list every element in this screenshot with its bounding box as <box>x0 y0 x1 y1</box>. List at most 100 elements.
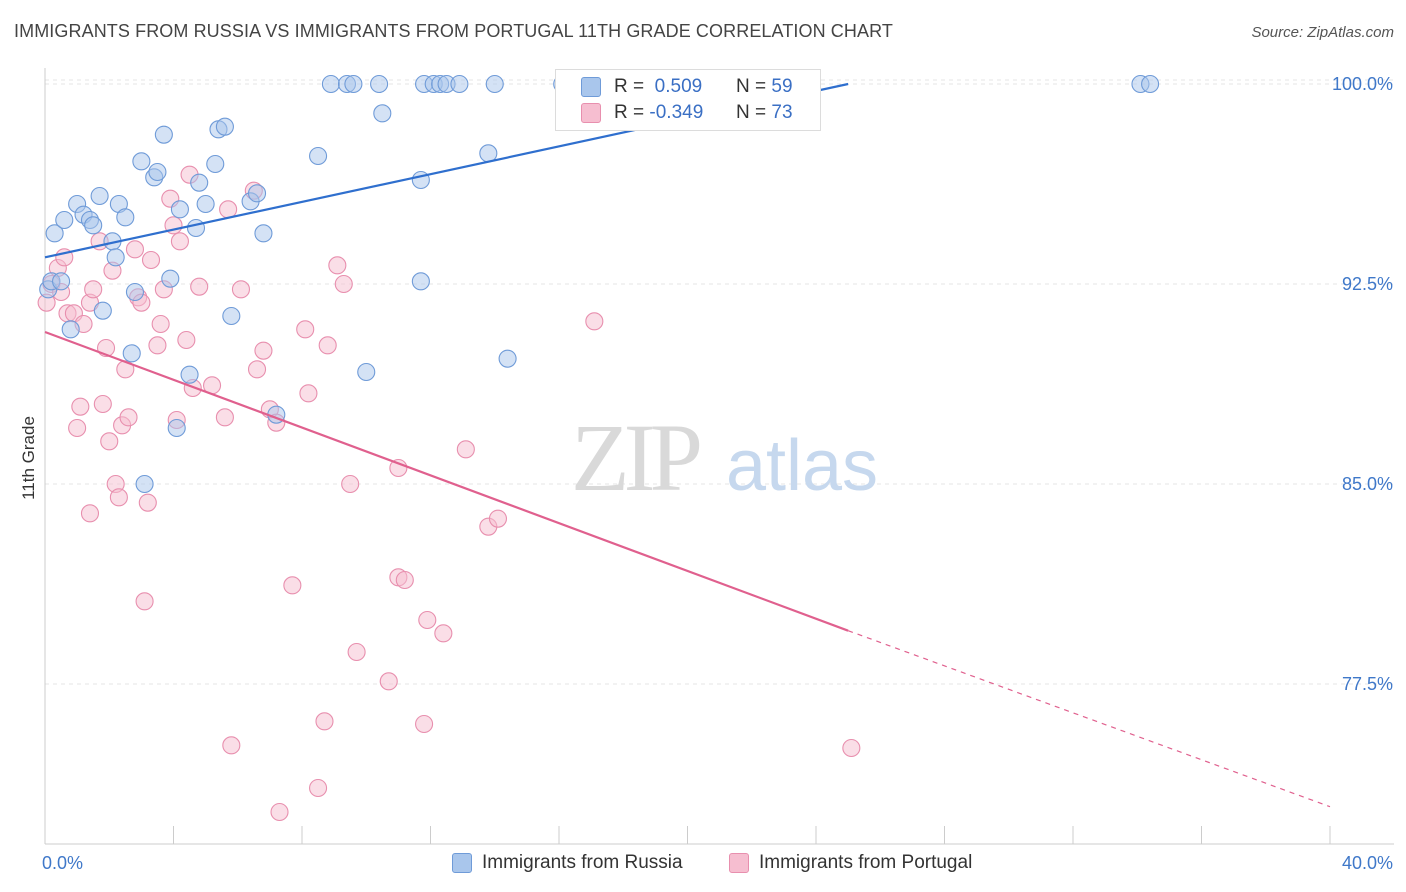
legend-item-portugal[interactable]: Immigrants from Portugal <box>729 852 972 874</box>
watermark: ZIP atlas <box>571 404 878 511</box>
portugal-point <box>434 624 453 643</box>
portugal-point <box>148 336 167 355</box>
portugal-point <box>341 474 360 494</box>
russia-point <box>180 365 199 384</box>
russia-point <box>161 269 180 288</box>
portugal-point <box>395 570 414 590</box>
portugal-point <box>488 509 508 528</box>
portugal-point <box>296 320 315 339</box>
portugal-point <box>299 384 318 403</box>
portugal-point <box>334 274 353 294</box>
portugal-point <box>318 336 337 355</box>
russia-point <box>411 272 430 291</box>
portugal-point <box>415 714 434 734</box>
portugal-point <box>247 360 267 379</box>
russia-point <box>247 184 267 203</box>
portugal-point <box>177 330 196 350</box>
legend-item-russia[interactable]: Immigrants from Russia <box>452 852 683 874</box>
russia-point <box>84 216 103 235</box>
portugal-legend-swatch <box>729 853 749 873</box>
russia-point <box>106 248 125 267</box>
russia-point <box>122 344 141 363</box>
x-tick-label: 40.0% <box>1342 853 1393 873</box>
portugal-point <box>379 672 398 691</box>
portugal-point <box>347 642 366 662</box>
stats-russia-n-value: 59 <box>771 76 793 97</box>
portugal-point <box>315 712 334 731</box>
russia-point <box>321 74 340 94</box>
axes <box>44 68 1394 845</box>
stats-row-russia: R = 0.509 N = 59 <box>556 75 822 99</box>
russia-point <box>190 173 209 192</box>
russia-point <box>154 125 173 144</box>
portugal-point <box>170 232 189 251</box>
russia-point <box>357 362 376 382</box>
chart-legend: Immigrants from Russia Immigrants from P… <box>0 852 1406 878</box>
russia-point <box>196 194 215 214</box>
portugal-point <box>100 432 119 451</box>
portugal-point <box>93 394 112 414</box>
russia-point <box>254 224 273 243</box>
russia-point <box>61 320 80 339</box>
portugal-point <box>328 256 347 275</box>
stats-russia-r-value: 0.509 <box>654 76 703 97</box>
portugal-point <box>842 738 861 758</box>
russia-point <box>52 272 71 291</box>
russia-point <box>125 282 144 302</box>
chart-title: IMMIGRANTS FROM RUSSIA VS IMMIGRANTS FRO… <box>14 21 893 41</box>
portugal-point <box>135 592 154 611</box>
russia-point <box>309 146 328 166</box>
portugal-point <box>190 277 209 296</box>
russia-point <box>170 200 189 219</box>
portugal-trend-extension <box>847 630 1331 808</box>
russia-point <box>116 208 135 227</box>
portugal-point <box>141 250 161 270</box>
stats-n-label: N = <box>736 102 767 123</box>
russia-point <box>485 74 504 94</box>
russia-point <box>206 154 225 174</box>
source-label: Source: ZipAtlas.com <box>1251 24 1394 41</box>
portugal-point <box>283 576 302 595</box>
portugal-point <box>125 240 144 259</box>
portugal-point <box>68 418 87 438</box>
russia-point <box>90 186 109 206</box>
portugal-point <box>418 610 437 630</box>
portugal-point <box>80 504 100 523</box>
x-tick-labels: 0.0% 40.0% <box>42 853 1393 873</box>
watermark-zip: ZIP <box>571 404 700 511</box>
y-tick-label: 77.5% <box>1342 674 1393 694</box>
stats-portugal-n-value: 73 <box>771 102 793 123</box>
russia-legend-swatch <box>452 853 472 873</box>
legend-label-russia: Immigrants from Russia <box>482 852 683 873</box>
portugal-point <box>219 200 238 219</box>
y-tick-label: 85.0% <box>1342 474 1393 494</box>
russia-point <box>498 349 517 368</box>
y-tick-label: 100.0% <box>1332 74 1393 94</box>
portugal-point <box>222 736 241 755</box>
russia-point <box>450 74 469 94</box>
russia-swatch <box>581 77 601 97</box>
portugal-point <box>389 458 408 478</box>
correlation-stats-box: R = 0.509 N = 59 R = -0.349 N = 73 <box>555 69 821 131</box>
portugal-point <box>151 314 170 334</box>
russia-point <box>135 474 154 494</box>
grid-lines <box>45 79 1394 685</box>
russia-point <box>93 301 112 320</box>
stats-portugal-r-value: -0.349 <box>649 102 704 123</box>
series-russia-points <box>39 74 1160 494</box>
portugal-trend-line <box>44 330 849 632</box>
portugal-point <box>119 408 138 427</box>
russia-point <box>132 152 151 171</box>
y-tick-labels: 77.5% 85.0% 92.5% 100.0% <box>1332 74 1393 694</box>
portugal-point <box>138 493 157 512</box>
portugal-point <box>215 408 234 427</box>
x-tick-label: 0.0% <box>42 853 83 873</box>
portugal-swatch <box>581 103 601 123</box>
watermark-atlas: atlas <box>726 426 878 506</box>
russia-point <box>45 224 64 243</box>
y-tick-label: 92.5% <box>1342 274 1393 294</box>
russia-point <box>370 74 389 94</box>
portugal-point <box>109 488 128 507</box>
russia-point <box>55 210 74 230</box>
